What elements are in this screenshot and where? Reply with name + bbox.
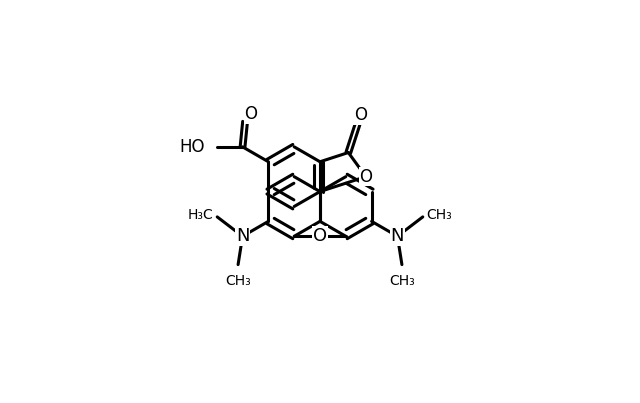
- Text: N: N: [236, 227, 250, 245]
- Text: HO: HO: [180, 138, 205, 156]
- Text: H₃C: H₃C: [188, 208, 214, 222]
- Text: CH₃: CH₃: [225, 274, 251, 288]
- Text: CH₃: CH₃: [389, 274, 415, 288]
- Text: O: O: [354, 106, 367, 124]
- Text: CH₃: CH₃: [426, 208, 452, 222]
- Text: O: O: [313, 227, 327, 245]
- Text: O: O: [244, 106, 257, 123]
- Text: O: O: [360, 168, 372, 186]
- Text: N: N: [390, 227, 404, 245]
